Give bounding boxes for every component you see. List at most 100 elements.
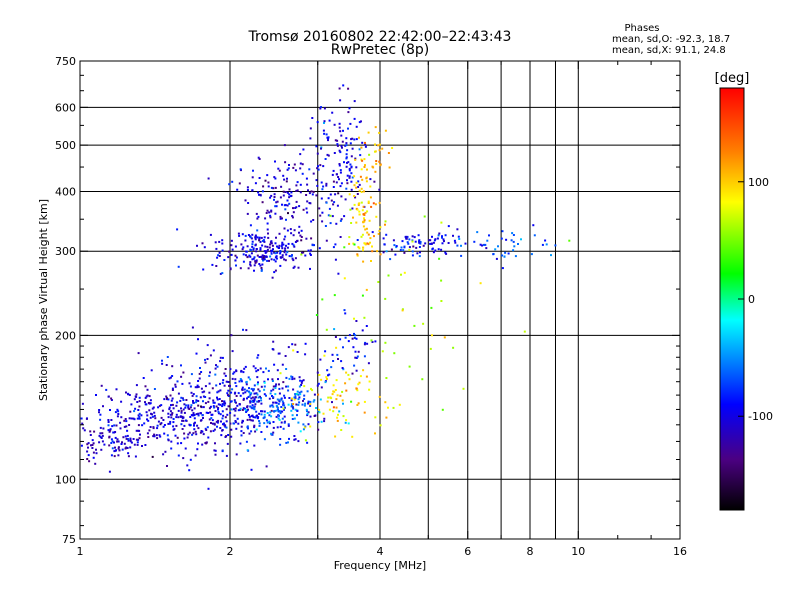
data-point	[245, 254, 247, 257]
data-point	[168, 408, 171, 411]
data-point	[191, 394, 194, 397]
data-point	[457, 235, 460, 238]
data-point	[262, 371, 265, 374]
data-point	[249, 224, 252, 227]
data-point	[273, 271, 276, 274]
data-point	[335, 222, 338, 225]
data-point	[307, 400, 310, 403]
data-point	[430, 306, 433, 309]
data-point	[176, 442, 179, 445]
data-point	[282, 194, 285, 197]
data-point	[138, 396, 141, 399]
data-point	[275, 415, 278, 418]
data-point	[348, 167, 351, 170]
data-point	[101, 440, 104, 443]
data-point	[313, 415, 316, 417]
data-point	[335, 379, 338, 382]
data-point	[296, 181, 299, 184]
data-point	[256, 400, 259, 403]
data-point	[300, 384, 303, 386]
data-point	[293, 435, 296, 437]
data-point	[144, 385, 147, 388]
data-point	[179, 399, 182, 402]
data-point	[293, 398, 296, 401]
data-point	[510, 239, 513, 242]
data-point	[165, 395, 168, 398]
data-point	[306, 412, 309, 415]
data-point	[260, 413, 263, 416]
data-point	[311, 389, 314, 392]
data-point	[246, 397, 248, 400]
data-point	[206, 358, 209, 360]
data-point	[256, 376, 259, 379]
data-point	[354, 158, 357, 161]
data-point	[297, 266, 300, 269]
data-point	[224, 374, 227, 377]
data-point	[108, 470, 111, 473]
data-point	[275, 255, 278, 258]
data-point	[280, 397, 283, 400]
chart-subtitle: RwPretec (8p)	[331, 42, 429, 58]
data-point	[407, 242, 410, 245]
data-point	[316, 184, 319, 187]
data-point	[277, 402, 280, 405]
data-point	[317, 168, 320, 171]
data-point	[88, 460, 91, 463]
data-point	[281, 247, 284, 250]
data-point	[163, 398, 166, 401]
data-point	[272, 426, 275, 429]
data-point	[202, 417, 204, 419]
data-point	[162, 419, 165, 421]
data-point	[308, 168, 311, 171]
data-point	[345, 187, 348, 190]
data-point	[251, 233, 254, 236]
data-point	[339, 338, 342, 341]
data-point	[382, 237, 385, 240]
data-point	[167, 422, 170, 425]
data-point	[218, 251, 221, 254]
data-point	[171, 403, 174, 406]
data-point	[385, 233, 388, 236]
data-point	[239, 394, 242, 397]
data-point	[248, 395, 251, 398]
data-point	[144, 444, 147, 446]
data-point	[495, 257, 498, 260]
data-point	[206, 426, 209, 429]
data-point	[464, 242, 467, 245]
data-point	[307, 189, 309, 192]
data-point	[202, 433, 205, 436]
data-point	[277, 408, 279, 411]
data-point	[275, 404, 278, 407]
data-point	[338, 178, 340, 181]
data-point	[197, 400, 200, 402]
data-point	[336, 394, 339, 397]
data-point	[408, 238, 411, 241]
data-point	[358, 148, 361, 151]
data-point	[249, 401, 252, 404]
data-point	[281, 203, 283, 206]
data-point	[388, 166, 391, 169]
data-point	[149, 399, 152, 402]
data-point	[342, 84, 345, 87]
data-point	[349, 122, 352, 125]
data-point	[150, 369, 153, 372]
data-point	[133, 443, 136, 446]
data-point	[215, 265, 218, 267]
data-point	[285, 244, 287, 247]
data-point	[350, 222, 353, 224]
data-point	[233, 371, 236, 374]
data-point	[113, 450, 116, 453]
data-point	[274, 387, 277, 389]
data-point	[179, 415, 182, 418]
data-point	[367, 131, 370, 134]
data-point	[328, 373, 331, 376]
data-point	[207, 487, 210, 490]
data-point	[243, 367, 246, 370]
data-point	[353, 243, 356, 246]
data-point	[229, 411, 232, 414]
data-point	[146, 388, 149, 391]
data-point	[247, 396, 250, 398]
data-point	[332, 384, 335, 387]
data-point	[338, 126, 341, 129]
